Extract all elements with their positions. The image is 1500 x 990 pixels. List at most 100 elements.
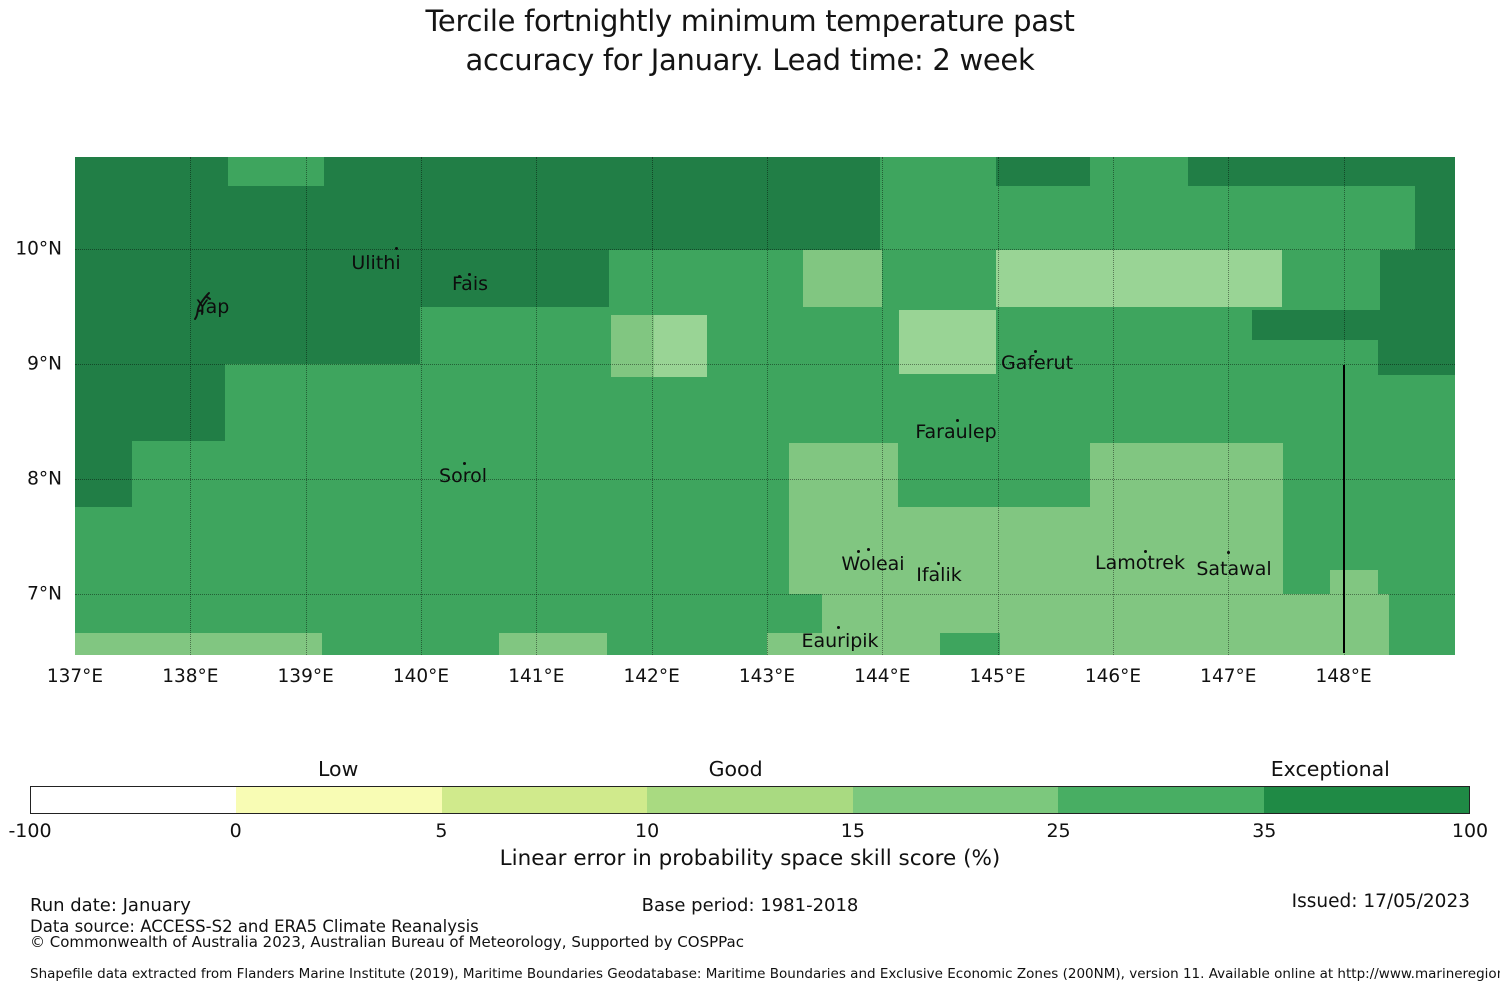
x-tick-label: 139°E <box>277 666 334 687</box>
run-date-text: Run date: January <box>30 895 191 916</box>
colorbar-tick-label: -100 <box>8 820 52 842</box>
x-tick-label: 143°E <box>738 666 796 687</box>
x-tick-label: 148°E <box>1315 666 1372 687</box>
colorbar-segment <box>31 787 237 813</box>
skill-cell-dark_35_100 <box>75 441 132 507</box>
gridline-horizontal <box>75 594 1455 595</box>
colorbar-tick-label: 10 <box>635 820 660 842</box>
data-source-text: Data source: ACCESS-S2 and ERA5 Climate … <box>30 917 479 936</box>
skill-cell-dark_35_100 <box>1188 157 1415 186</box>
x-tick-label: 146°E <box>1084 666 1142 687</box>
chart-title-line-1: Tercile fortnightly minimum temperature … <box>425 4 1075 38</box>
colorbar <box>30 786 1470 814</box>
skill-cell-dark_35_100 <box>1380 250 1415 310</box>
skill-cell-light_15_25 <box>767 633 822 655</box>
x-tick-label: 145°E <box>969 666 1026 687</box>
skill-cell-light_15_25 <box>499 633 607 655</box>
skill-cell-light_15_25 <box>803 250 882 307</box>
shapefile-attribution-text: Shapefile data extracted from Flanders M… <box>30 966 1500 982</box>
island-label: Eauripik <box>801 630 879 652</box>
chart-title-line-2: accuracy for January. Lead time: 2 week <box>465 43 1035 77</box>
map-canvas: Yap Ulithi Fais Sorol Gaferut Faraulep Woleai I… <box>75 157 1455 655</box>
x-tick-label: 147°E <box>1200 666 1257 687</box>
skill-cell-dark_35_100 <box>75 157 880 250</box>
island-label: Yap <box>196 296 230 318</box>
island-marker-dot <box>468 273 471 276</box>
gridline-horizontal <box>75 249 1455 250</box>
colorbar-category-label: Exceptional <box>1270 757 1390 781</box>
colorbar-tick-label: 0 <box>229 820 242 842</box>
gridline-vertical <box>1228 157 1230 655</box>
colorbar-category-label: Good <box>708 757 763 781</box>
skill-cell-light_15_25 <box>1090 443 1283 655</box>
island-label: Woleai <box>841 553 905 575</box>
island-marker-dot <box>1144 550 1147 553</box>
skill-cell-xlight_10_15 <box>996 250 1282 307</box>
colorbar-segment <box>236 787 442 813</box>
skill-cell-dark_35_100 <box>996 157 1090 186</box>
gridline-vertical <box>305 157 307 655</box>
skill-cell-light_15_25 <box>789 443 898 594</box>
yap-island-shape <box>190 290 218 322</box>
island-label: Ifalik <box>916 564 962 586</box>
skill-cell-dark_35_100 <box>1415 157 1455 310</box>
colorbar-tick-label: 35 <box>1252 820 1277 842</box>
colorbar-segment <box>441 787 648 813</box>
gridline-horizontal <box>75 364 1455 365</box>
colorbar-caption: Linear error in probability space skill … <box>499 846 1001 871</box>
island-label: Faraulep <box>915 421 997 443</box>
colorbar-tick-label: 100 <box>1451 820 1489 842</box>
colorbar-tick-label: 25 <box>1046 820 1071 842</box>
skill-cell-dark_35_100 <box>1252 310 1455 340</box>
colorbar-tick-label: 15 <box>840 820 865 842</box>
gridline-vertical <box>1112 157 1114 655</box>
gridline-horizontal <box>75 479 1455 480</box>
copyright-text: © Commonwealth of Australia 2023, Austra… <box>30 933 744 951</box>
island-label: Lamotrek <box>1095 552 1185 574</box>
eez-boundary-line <box>1343 365 1345 653</box>
island-marker-dot <box>463 462 466 465</box>
base-period-text: Base period: 1981-2018 <box>641 895 859 916</box>
island-label: Ulithi <box>351 252 401 274</box>
y-tick-label: 9°N <box>27 353 62 375</box>
gridline-vertical <box>420 157 422 655</box>
gridline-vertical <box>651 157 653 655</box>
skill-cell-light_15_25 <box>822 594 898 655</box>
gridline-vertical <box>536 157 538 655</box>
gridline-vertical <box>190 157 192 655</box>
island-marker-dot <box>395 247 398 250</box>
x-tick-label: 144°E <box>854 666 911 687</box>
gridline-vertical <box>882 157 884 655</box>
gridline-vertical <box>997 157 999 655</box>
x-tick-label: 141°E <box>508 666 565 687</box>
colorbar-segment <box>1263 787 1469 813</box>
skill-cell-dark_35_100 <box>75 364 225 441</box>
skill-cell-dark_35_100 <box>1378 340 1455 375</box>
island-marker-dot <box>1034 350 1037 353</box>
x-tick-label: 142°E <box>623 666 680 687</box>
skill-cell-light_15_25 <box>1330 570 1378 594</box>
y-tick-label: 7°N <box>27 583 62 605</box>
skill-cell-light_15_25 <box>1283 594 1389 655</box>
island-marker-dot <box>837 626 840 629</box>
x-tick-label: 138°E <box>162 666 219 687</box>
skill-cell-medium_patches_25_35 <box>940 633 1000 655</box>
island-label: Fais <box>451 273 489 295</box>
island-marker-dot <box>1227 551 1230 554</box>
island-label: Sorol <box>439 465 487 487</box>
island-marker-dot <box>956 419 959 422</box>
skill-cell-light_15_25 <box>898 507 1090 655</box>
island-marker-dot <box>857 550 860 553</box>
island-label: Gaferut <box>1000 352 1074 374</box>
island-label: Satawal <box>1196 558 1272 580</box>
skill-cell-dark_35_100 <box>75 250 609 307</box>
skill-cell-dark_35_100 <box>75 307 420 364</box>
colorbar-category-label: Low <box>317 757 359 781</box>
skill-cell-light_15_25 <box>611 315 654 377</box>
skill-cell-medium_patches_25_35 <box>228 157 324 186</box>
skill-cell-xlight_10_15 <box>899 310 996 374</box>
y-tick-label: 8°N <box>27 468 62 490</box>
colorbar-tick-label: 5 <box>435 820 448 842</box>
gridline-vertical <box>766 157 768 655</box>
